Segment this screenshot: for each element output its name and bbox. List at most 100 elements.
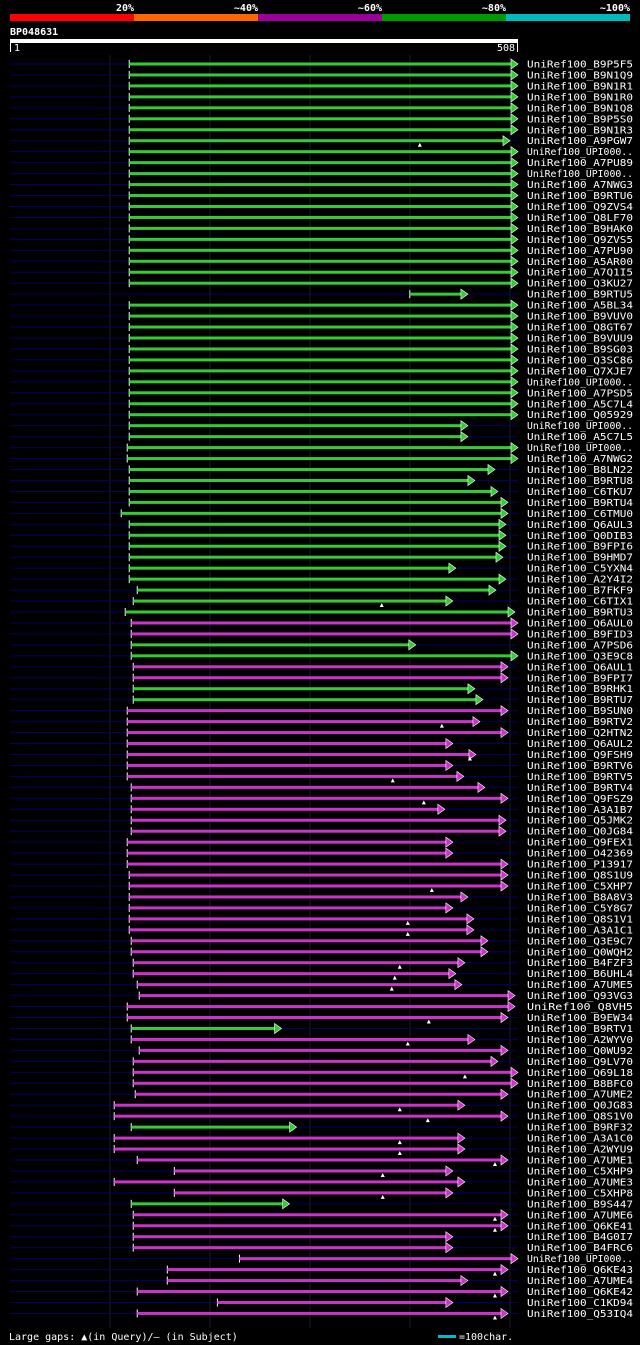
hit-bar[interactable] xyxy=(133,1081,512,1085)
hit-bar[interactable] xyxy=(114,1147,459,1151)
hit-label[interactable]: UniRef100_C5XHP8 xyxy=(527,1188,633,1199)
hit-label[interactable]: UniRef100_C6TIX1 xyxy=(527,597,633,608)
hit-bar[interactable] xyxy=(133,961,459,965)
hit-label[interactable]: UniRef100_A7NWG2 xyxy=(527,454,633,465)
hit-label[interactable]: UniRef100_A5C7L4 xyxy=(527,399,633,410)
hit-label[interactable]: UniRef100_B9S447 xyxy=(527,1199,633,1210)
hit-label[interactable]: UniRef100_B9N1R1 xyxy=(527,81,633,92)
hit-bar[interactable] xyxy=(129,314,512,318)
hit-bar[interactable] xyxy=(127,1016,502,1020)
hit-label[interactable]: UniRef100_C6TKU7 xyxy=(527,487,633,498)
hit-label[interactable]: UniRef100_A5C7L5 xyxy=(527,432,633,443)
hit-bar[interactable] xyxy=(174,1169,447,1173)
hit-label[interactable]: UniRef100_Q6AUL0 xyxy=(527,618,633,629)
hit-bar[interactable] xyxy=(131,950,482,954)
hit-bar[interactable] xyxy=(129,259,512,263)
hit-bar[interactable] xyxy=(129,325,512,329)
hit-label[interactable]: UniRef100_Q9ZVS5 xyxy=(527,235,633,246)
hit-label[interactable]: UniRef100_B9N1Q8 xyxy=(527,103,633,114)
hit-label[interactable]: UniRef100_C5YXN4 xyxy=(527,564,633,575)
hit-bar[interactable] xyxy=(129,873,502,877)
hit-label[interactable]: UniRef100_B8BFC0 xyxy=(527,1079,633,1090)
hit-bar[interactable] xyxy=(133,1213,502,1217)
hit-bar[interactable] xyxy=(129,139,504,143)
hit-bar[interactable] xyxy=(127,1005,509,1009)
hit-bar[interactable] xyxy=(114,1103,459,1107)
hit-label[interactable]: UniRef100_A3A1C0 xyxy=(527,1134,633,1145)
hit-bar[interactable] xyxy=(137,588,490,592)
hit-bar[interactable] xyxy=(137,1158,502,1162)
hit-bar[interactable] xyxy=(167,1279,462,1283)
hit-label[interactable]: UniRef100_UPI000.. xyxy=(527,377,633,388)
hit-bar[interactable] xyxy=(131,796,502,800)
hit-label[interactable]: UniRef100_O42369 xyxy=(527,849,633,860)
hit-label[interactable]: UniRef100_P13917 xyxy=(527,860,633,871)
hit-bar[interactable] xyxy=(131,939,482,943)
hit-bar[interactable] xyxy=(129,237,512,241)
hit-label[interactable]: UniRef100_B9RTU4 xyxy=(527,498,633,509)
hit-label[interactable]: UniRef100_A2Y4I2 xyxy=(527,575,633,586)
hit-label[interactable]: UniRef100_B9RTU6 xyxy=(527,191,633,202)
hit-bar[interactable] xyxy=(129,489,492,493)
hit-label[interactable]: UniRef100_B9RHK1 xyxy=(527,684,633,695)
hit-label[interactable]: UniRef100_B6UHL4 xyxy=(527,969,633,980)
hit-bar[interactable] xyxy=(133,1246,447,1250)
hit-label[interactable]: UniRef100_B9HMD7 xyxy=(527,553,633,564)
hit-bar[interactable] xyxy=(129,435,462,439)
hit-bar[interactable] xyxy=(129,478,469,482)
hit-bar[interactable] xyxy=(409,292,462,296)
hit-bar[interactable] xyxy=(131,1026,276,1030)
hit-label[interactable]: UniRef100_A7NWG3 xyxy=(527,180,633,191)
hit-label[interactable]: UniRef100_B9RTV6 xyxy=(527,761,633,772)
hit-bar[interactable] xyxy=(129,906,447,910)
hit-bar[interactable] xyxy=(129,917,468,921)
hit-bar[interactable] xyxy=(129,172,512,176)
hit-label[interactable]: UniRef100_Q8VH5 xyxy=(527,1002,633,1013)
hit-bar[interactable] xyxy=(129,215,512,219)
hit-bar[interactable] xyxy=(114,1136,459,1140)
hit-label[interactable]: UniRef100_A7UME1 xyxy=(527,1156,633,1167)
hit-label[interactable]: UniRef100_B9RTV4 xyxy=(527,783,633,794)
hit-label[interactable]: UniRef100_A3A1B7 xyxy=(527,805,633,816)
hit-bar[interactable] xyxy=(217,1300,447,1304)
hit-bar[interactable] xyxy=(139,1048,502,1052)
hit-bar[interactable] xyxy=(129,895,462,899)
hit-bar[interactable] xyxy=(127,763,447,767)
hit-bar[interactable] xyxy=(129,522,500,526)
hit-label[interactable]: UniRef100_UPI000.. xyxy=(527,421,633,432)
hit-label[interactable]: UniRef100_Q8GT67 xyxy=(527,323,633,334)
hit-bar[interactable] xyxy=(129,500,502,504)
hit-bar[interactable] xyxy=(129,281,512,285)
hit-label[interactable]: UniRef100_A7Q1I5 xyxy=(527,268,633,279)
hit-bar[interactable] xyxy=(133,1224,502,1228)
hit-bar[interactable] xyxy=(167,1268,502,1272)
hit-label[interactable]: UniRef100_Q93VG3 xyxy=(527,991,633,1002)
hit-bar[interactable] xyxy=(129,369,512,373)
hit-label[interactable]: UniRef100_Q69L18 xyxy=(527,1068,633,1079)
hit-label[interactable]: UniRef100_B9N1Q9 xyxy=(527,70,633,81)
hit-bar[interactable] xyxy=(129,533,500,537)
hit-bar[interactable] xyxy=(129,62,512,66)
hit-label[interactable]: UniRef100_C5XHP9 xyxy=(527,1166,633,1177)
hit-label[interactable]: UniRef100_B9RTV1 xyxy=(527,1024,633,1035)
hit-label[interactable]: UniRef100_Q9FEX1 xyxy=(527,838,633,849)
hit-bar[interactable] xyxy=(135,1092,502,1096)
hit-label[interactable]: UniRef100_B9VUU9 xyxy=(527,334,633,345)
hit-label[interactable]: UniRef100_B9EW34 xyxy=(527,1013,633,1024)
hit-bar[interactable] xyxy=(133,972,450,976)
hit-bar[interactable] xyxy=(129,161,512,165)
hit-label[interactable]: UniRef100_Q6AUL3 xyxy=(527,520,633,531)
hit-bar[interactable] xyxy=(129,248,512,252)
hit-bar[interactable] xyxy=(114,1114,502,1118)
hit-label[interactable]: UniRef100_B7FKF9 xyxy=(527,586,633,597)
hit-label[interactable]: UniRef100_Q3E9C8 xyxy=(527,651,633,662)
hit-bar[interactable] xyxy=(127,731,502,735)
hit-bar[interactable] xyxy=(129,128,512,132)
hit-label[interactable]: UniRef100_B9RF32 xyxy=(527,1123,633,1134)
hit-label[interactable]: UniRef100_Q9FSH9 xyxy=(527,750,633,761)
hit-label[interactable]: UniRef100_Q6KE42 xyxy=(527,1287,633,1298)
hit-bar[interactable] xyxy=(125,610,509,614)
hit-bar[interactable] xyxy=(129,183,512,187)
hit-label[interactable]: UniRef100_Q3E9C7 xyxy=(527,936,633,947)
hit-bar[interactable] xyxy=(127,862,502,866)
